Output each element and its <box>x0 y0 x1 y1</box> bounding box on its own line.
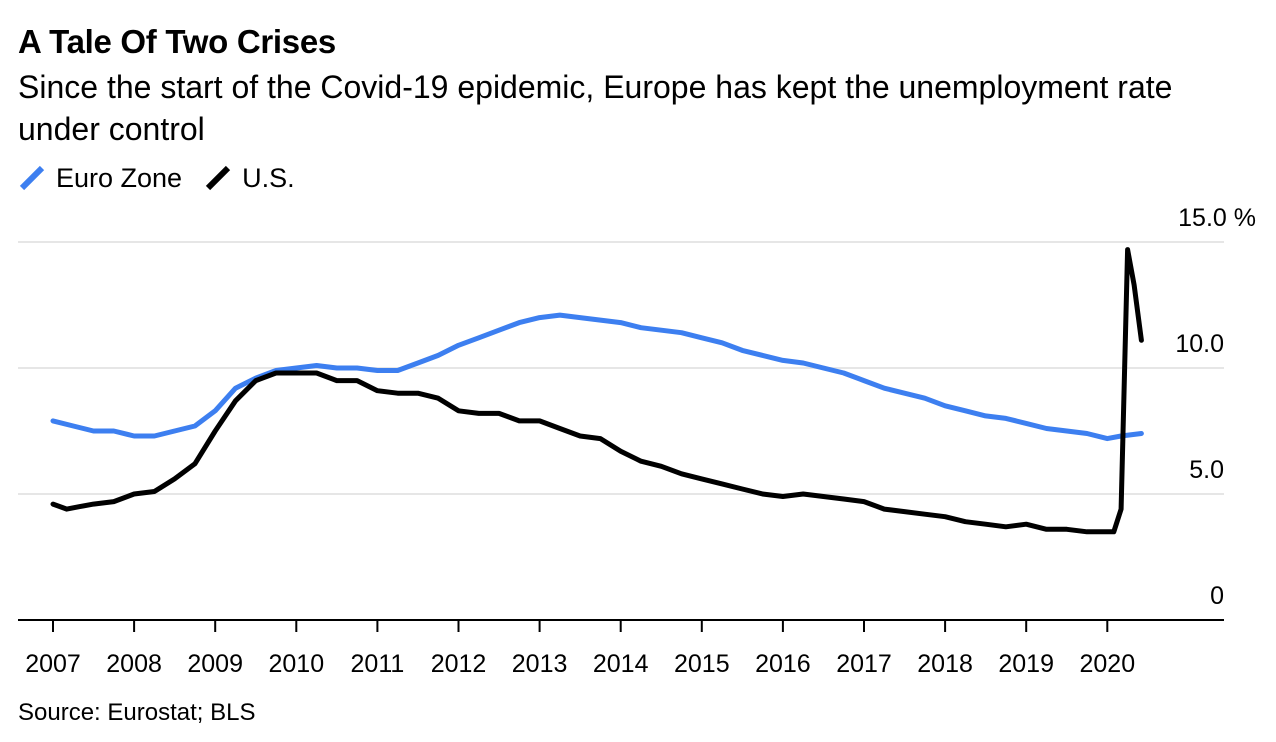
x-tick-label-2008: 2008 <box>106 650 162 678</box>
x-tick-label-2015: 2015 <box>674 650 730 678</box>
y-tick-label-15: 15.0 % <box>1178 204 1256 232</box>
x-tick-label-2013: 2013 <box>512 650 568 678</box>
grid-lines <box>18 241 1224 495</box>
legend-item-us: U.S. <box>204 160 295 196</box>
legend-swatch-us <box>205 165 231 191</box>
x-tick-label-2010: 2010 <box>268 650 324 678</box>
legend-label-us: U.S. <box>242 163 295 193</box>
x-tick-label-2017: 2017 <box>836 650 892 678</box>
chart-title: A Tale Of Two Crises <box>18 23 336 60</box>
x-tick-label-2009: 2009 <box>187 650 243 678</box>
x-tick-label-2007: 2007 <box>25 650 81 678</box>
y-tick-label-10: 10.0 <box>1175 330 1224 358</box>
series-line-euro-zone <box>50 312 1144 442</box>
chart-legend: Euro Zone U.S. <box>18 160 317 196</box>
legend-label-euro-zone: Euro Zone <box>56 163 183 193</box>
x-tick-label-2020: 2020 <box>1079 650 1135 678</box>
chart-source: Source: Eurostat; BLS <box>18 699 256 726</box>
y-axis-labels: 0 5.0 10.0 15.0 % <box>1175 204 1256 610</box>
x-tick-label-2019: 2019 <box>998 650 1054 678</box>
y-tick-label-0: 0 <box>1210 582 1224 610</box>
legend-item-euro-zone: Euro Zone <box>18 160 182 196</box>
x-tick-label-2016: 2016 <box>755 650 811 678</box>
x-axis <box>18 619 1224 632</box>
y-tick-label-5: 5.0 <box>1189 456 1224 484</box>
legend-swatch-euro-zone <box>19 165 45 191</box>
x-axis-labels: 2007 2008 2009 2010 2011 2012 2013 2014 2015 2016… <box>25 650 1135 678</box>
series-lines <box>50 247 1144 535</box>
chart-subtitle: Since the start of the Covid-19 epidemic… <box>18 69 1173 147</box>
x-tick-label-2012: 2012 <box>431 650 487 678</box>
x-tick-label-2018: 2018 <box>917 650 973 678</box>
x-tick-label-2011: 2011 <box>351 650 405 678</box>
series-line-us <box>50 247 1144 535</box>
x-tick-label-2014: 2014 <box>593 650 649 678</box>
